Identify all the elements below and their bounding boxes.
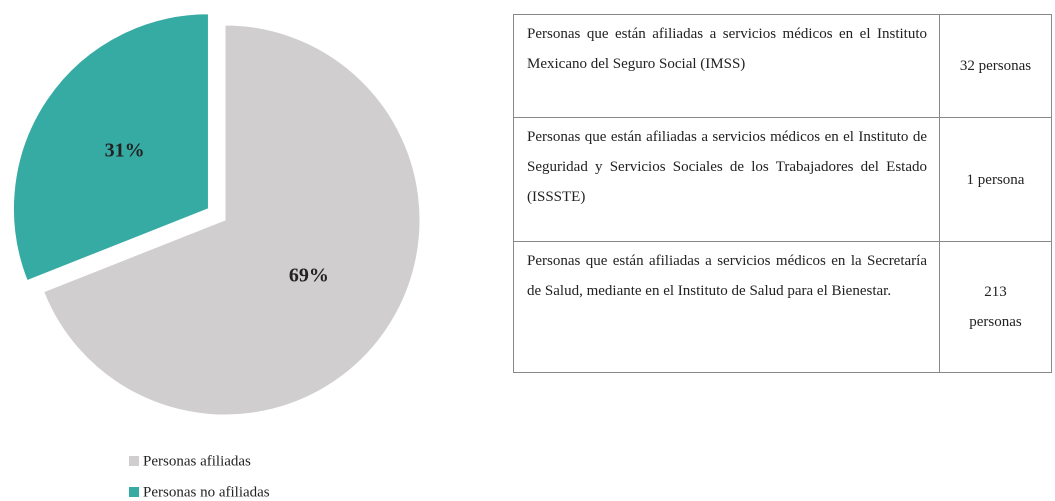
table-cell: 32 personas (939, 14, 1052, 118)
legend-label: Personas no afiliadas (143, 484, 270, 500)
pie-slice (43, 24, 421, 416)
table-cell: 213 personas (939, 241, 1052, 373)
cell-text: 1 persona (966, 171, 1025, 188)
legend-label: Personas afiliadas (143, 453, 251, 469)
cell-text: Personas que están afiliadas a servicios… (527, 253, 927, 299)
pie-chart: 69% 31% Personas afiliadas Personas no afil… (13, 13, 421, 500)
data-label: 69% (289, 265, 329, 287)
cell-text: Personas que están afiliadas a servicios… (527, 26, 927, 72)
pie-slice (13, 13, 209, 282)
table: Personas que están afiliadas a servicios… (513, 14, 1052, 373)
table-cell: Personas que están afiliadas a servicios… (513, 14, 940, 118)
cell-text: 213 personas (969, 284, 1022, 330)
table-cell: Personas que están afiliadas a servicios… (513, 117, 940, 242)
table-cell: 1 persona (939, 117, 1052, 242)
table-row: Personas que están afiliadas a servicios… (513, 241, 1052, 373)
legend-swatch (129, 487, 139, 497)
cell-text: 32 personas (959, 58, 1032, 74)
table-cell: Personas que están afiliadas a servicios… (513, 241, 940, 373)
legend-swatch (129, 456, 139, 466)
table-row: Personas que están afiliadas a servicios… (513, 117, 1052, 242)
table-row: Personas que están afiliadas a servicios… (513, 14, 1052, 118)
cell-text: Personas que están afiliadas a servicios… (527, 129, 927, 205)
data-label: 31% (105, 139, 145, 161)
